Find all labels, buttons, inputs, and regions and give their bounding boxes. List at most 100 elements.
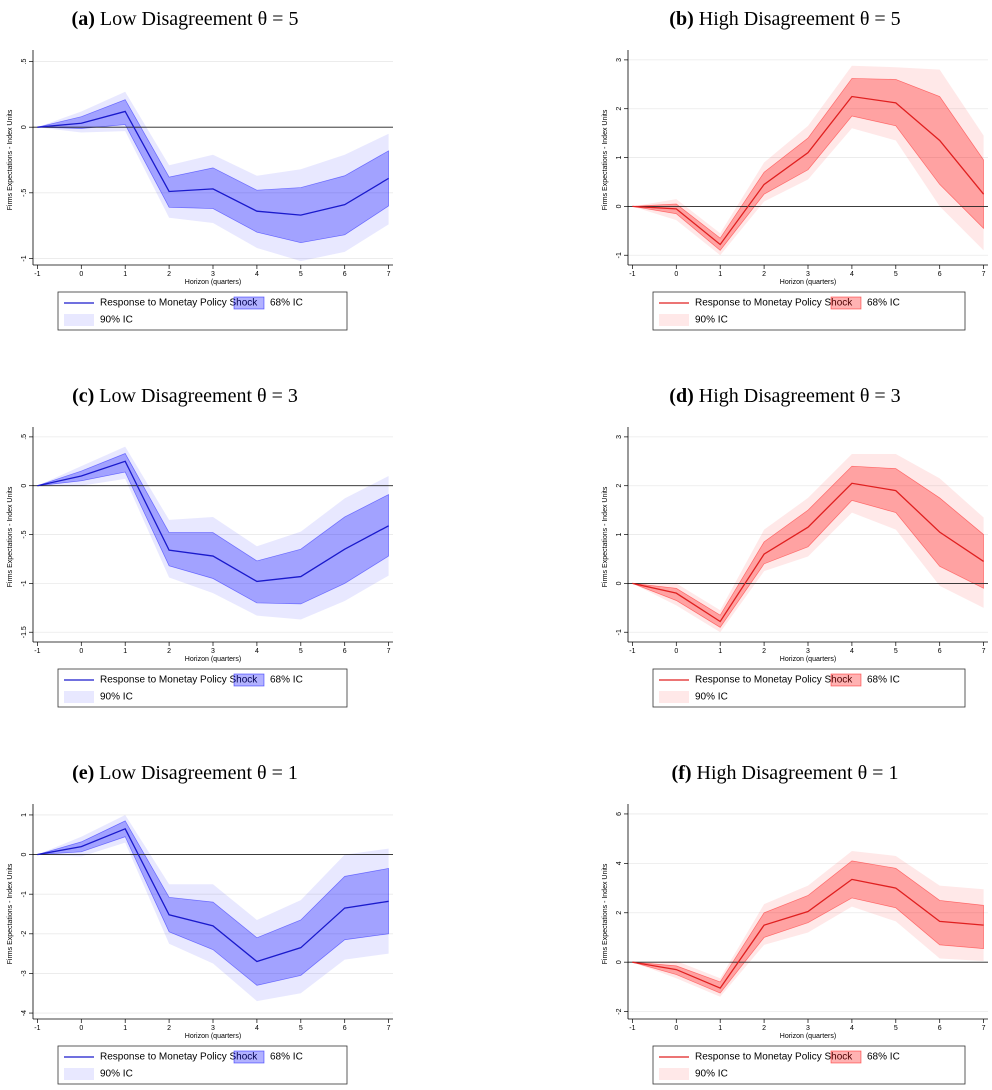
legend-box — [57, 1045, 348, 1085]
y-tick-label: -1 — [616, 252, 623, 258]
y-tick-label: 4 — [616, 861, 623, 865]
x-tick-label: 7 — [982, 1025, 986, 1032]
x-tick-label: 4 — [255, 648, 259, 655]
legend-box — [57, 291, 348, 331]
legend-swatch — [64, 314, 94, 326]
x-tick-label: 6 — [343, 648, 347, 655]
y-tick-label: 0 — [616, 960, 623, 964]
panel-label: (f) — [672, 762, 692, 784]
y-tick-label: -3 — [21, 970, 28, 976]
legend-swatch — [233, 1050, 265, 1064]
y-tick-label: -.5 — [21, 530, 28, 538]
y-tick-label: -1 — [21, 891, 28, 897]
y-tick-label: 1 — [21, 813, 28, 817]
x-tick-label: 0 — [674, 271, 678, 278]
x-tick-label: 3 — [806, 1025, 810, 1032]
y-tick-label: -1 — [21, 255, 28, 261]
y-tick-label: -1 — [616, 629, 623, 635]
y-axis-label: Firms Expectations - Index Units — [7, 486, 14, 587]
legend-label: Response to Monetay Policy Shock — [100, 1052, 258, 1063]
legend-label: Response to Monetay Policy Shock — [695, 298, 853, 309]
y-tick-label: 0 — [21, 125, 28, 129]
panel-title: (b) High Disagreement θ = 5 — [669, 8, 900, 30]
x-tick-label: 0 — [674, 1025, 678, 1032]
x-tick-label: 1 — [123, 648, 127, 655]
panel-title: (f) High Disagreement θ = 1 — [672, 762, 899, 784]
y-tick-label: 2 — [616, 911, 623, 915]
ci-band — [632, 65, 984, 256]
ci-band — [632, 860, 984, 994]
x-tick-label: -1 — [629, 271, 635, 278]
x-tick-label: 0 — [79, 648, 83, 655]
legend-label: Response to Monetay Policy Shock — [100, 298, 258, 309]
panel-title: (d) High Disagreement θ = 3 — [669, 385, 900, 407]
legend-label: 90% IC — [695, 1069, 728, 1080]
x-tick-label: -1 — [629, 1025, 635, 1032]
legend-swatch — [830, 673, 862, 687]
y-tick-label: .5 — [21, 59, 28, 65]
legend-box — [652, 1045, 966, 1085]
y-axis-label: Firms Expectations - Index Units — [602, 109, 609, 210]
x-tick-label: 5 — [299, 271, 303, 278]
panel-label: (a) — [72, 8, 95, 30]
response-line — [37, 460, 389, 583]
x-tick-label: 1 — [718, 1025, 722, 1032]
panel-title-text: High Disagreement θ = 1 — [697, 762, 899, 784]
x-tick-label: 6 — [938, 271, 942, 278]
panel-label: (d) — [669, 385, 693, 407]
x-tick-label: -1 — [34, 271, 40, 278]
legend-swatch — [64, 691, 94, 703]
x-tick-label: -1 — [629, 648, 635, 655]
legend-swatch — [233, 296, 265, 310]
y-tick-label: -4 — [21, 1010, 28, 1016]
y-tick-label: 0 — [21, 853, 28, 857]
panel-title-text: Low Disagreement θ = 3 — [99, 385, 298, 407]
panel-label: (c) — [72, 385, 94, 407]
x-tick-label: 0 — [79, 271, 83, 278]
x-tick-label: 7 — [387, 648, 391, 655]
response-line — [37, 110, 389, 216]
legend-label: 68% IC — [270, 1052, 303, 1063]
y-tick-label: -2 — [21, 931, 28, 937]
y-tick-label: -1.5 — [21, 626, 28, 638]
legend-label: 90% IC — [100, 692, 133, 703]
x-tick-label: 3 — [211, 271, 215, 278]
x-axis-label: Horizon (quarters) — [780, 279, 836, 286]
panel-title: (e) Low Disagreement θ = 1 — [72, 762, 298, 784]
legend-label: 90% IC — [695, 315, 728, 326]
panel-title-text: Low Disagreement θ = 5 — [100, 8, 299, 30]
x-tick-label: 2 — [167, 271, 171, 278]
x-axis-label: Horizon (quarters) — [185, 656, 241, 663]
response-line — [632, 482, 984, 623]
panel: (b) High Disagreement θ = 5 3 2 1 0 -1 Firms Ex… — [602, 8, 988, 331]
x-tick-label: 2 — [167, 648, 171, 655]
legend-box — [652, 291, 966, 331]
x-tick-label: -1 — [34, 1025, 40, 1032]
y-tick-label: -.5 — [21, 189, 28, 197]
x-tick-label: 4 — [255, 1025, 259, 1032]
y-tick-label: 3 — [616, 435, 623, 439]
x-tick-label: 2 — [762, 648, 766, 655]
legend-swatch — [659, 314, 689, 326]
x-axis-label: Horizon (quarters) — [185, 279, 241, 286]
panel-title: (c) Low Disagreement θ = 3 — [72, 385, 298, 407]
legend-box — [652, 668, 966, 708]
panel: (d) High Disagreement θ = 3 3 2 1 0 -1 Firms Ex… — [602, 385, 988, 708]
x-tick-label: 2 — [762, 1025, 766, 1032]
response-line — [632, 878, 984, 989]
x-tick-label: 5 — [894, 648, 898, 655]
x-tick-label: 4 — [850, 1025, 854, 1032]
x-tick-label: 7 — [387, 1025, 391, 1032]
y-tick-label: 2 — [616, 107, 623, 111]
panel: (c) Low Disagreement θ = 3 .5 0 -.5 -1 -1.5 Fir… — [7, 385, 393, 708]
x-tick-label: 5 — [894, 1025, 898, 1032]
legend-swatch — [659, 691, 689, 703]
y-axis-label: Firms Expectations - Index Units — [602, 863, 609, 964]
y-axis-label: Firms Expectations - Index Units — [7, 109, 14, 210]
legend-swatch — [830, 296, 862, 310]
x-tick-label: 2 — [167, 1025, 171, 1032]
x-tick-label: 6 — [938, 648, 942, 655]
x-tick-label: 6 — [938, 1025, 942, 1032]
